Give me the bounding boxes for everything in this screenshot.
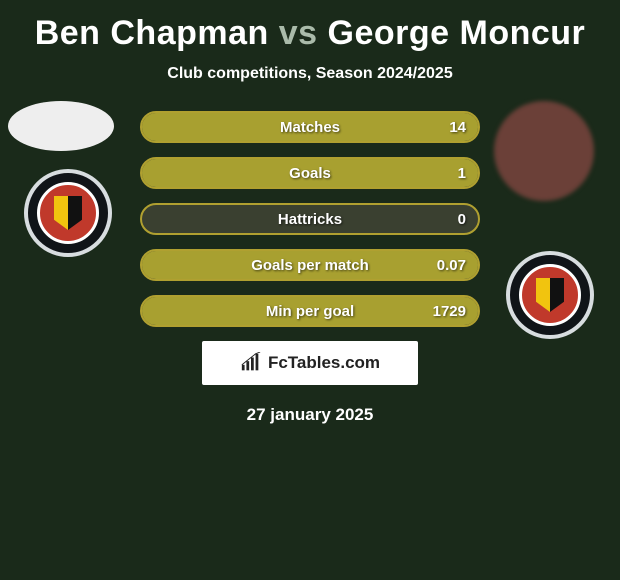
stat-right-value: 0.07: [425, 251, 478, 279]
shield-icon: [536, 278, 564, 312]
stat-label: Goals: [142, 159, 478, 187]
player1-club-badge: [24, 169, 112, 257]
brand-text: FcTables.com: [268, 353, 380, 373]
shield-icon: [54, 196, 82, 230]
barchart-icon: [240, 352, 262, 374]
player1-name: Ben Chapman: [35, 14, 269, 52]
stat-row: Goals1: [140, 157, 480, 189]
player2-avatar: [494, 101, 594, 201]
stat-right-value: 14: [437, 113, 478, 141]
page-title: Ben Chapman vs George Moncur: [0, 0, 620, 53]
club-badge-inner: [37, 182, 99, 244]
player2-club-badge: [506, 251, 594, 339]
player2-name: George Moncur: [328, 14, 586, 52]
brand-box[interactable]: FcTables.com: [202, 341, 418, 385]
player1-avatar: [8, 101, 114, 151]
stat-label: Matches: [142, 113, 478, 141]
stat-right-value: 0: [446, 205, 478, 233]
stat-right-value: 1729: [421, 297, 478, 325]
stat-row: Hattricks0: [140, 203, 480, 235]
club-badge-inner: [519, 264, 581, 326]
stat-rows: Matches14 Goals1 Hattricks0 Goals per match…: [140, 111, 480, 327]
stat-row: Min per goal1729: [140, 295, 480, 327]
subtitle: Club competitions, Season 2024/2025: [0, 65, 620, 83]
stat-row: Goals per match0.07: [140, 249, 480, 281]
comparison-arena: Matches14 Goals1 Hattricks0 Goals per match…: [0, 111, 620, 425]
date-stamp: 27 january 2025: [0, 405, 620, 425]
stat-right-value: 1: [446, 159, 478, 187]
vs-text: vs: [279, 14, 318, 52]
stat-label: Hattricks: [142, 205, 478, 233]
stat-row: Matches14: [140, 111, 480, 143]
